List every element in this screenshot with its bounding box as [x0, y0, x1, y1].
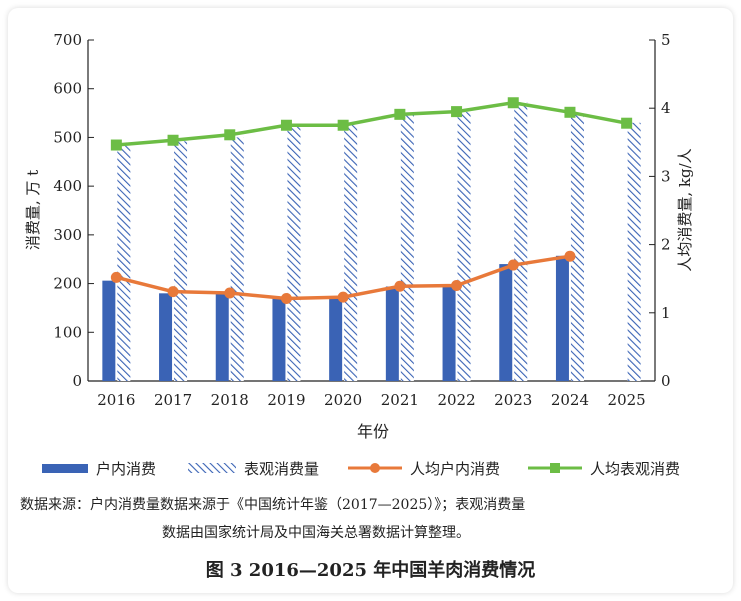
apparent-consumption-bar [174, 141, 188, 381]
x-tick-label: 2024 [551, 391, 589, 409]
y-left-tick-label: 200 [53, 275, 82, 293]
legend-label: 表观消费量 [244, 459, 320, 478]
per-capita-household-point [451, 280, 463, 292]
per-capita-apparent-point [337, 119, 349, 131]
legend: 户内消费 表观消费量 人均户内消费 人均表观消费 [42, 455, 722, 481]
x-tick-label: 2017 [154, 391, 192, 409]
household-consumption-bar [272, 298, 286, 381]
per-capita-apparent-point [394, 108, 406, 120]
per-capita-apparent-point [621, 117, 633, 129]
y-axis-right-title: 人均消费量, kg/人 [676, 148, 694, 271]
per-capita-apparent-point [564, 106, 576, 118]
per-capita-apparent-point [224, 129, 236, 141]
per-capita-apparent-point [280, 119, 292, 131]
per-capita-household-point [337, 291, 349, 303]
apparent-consumption-bar [344, 124, 358, 382]
legend-item-per-capita-apparent: 人均表观消费 [528, 455, 680, 481]
legend-label: 户内消费 [96, 459, 157, 478]
y-right-tick-label: 0 [661, 372, 671, 390]
source-note-line-2: 数据由国家统计局及中国海关总署数据计算整理。 [162, 525, 470, 541]
lines [110, 97, 633, 304]
household-consumption-bar [385, 286, 399, 381]
legend-swatch-hatched-bar [188, 463, 236, 473]
apparent-consumption-bar [287, 125, 301, 381]
x-tick-label: 2021 [381, 391, 419, 409]
figure-title: 图 3 2016—2025 年中国羊肉消费情况 [205, 560, 536, 581]
per-capita-household-point [564, 250, 576, 262]
apparent-consumption-bar [230, 137, 244, 381]
y-left-tick-label: 400 [53, 177, 82, 195]
source-note-line-1: 数据来源：户内消费量数据来源于《中国统计年鉴（2017—2025）》；表观消费量 [20, 497, 526, 513]
per-capita-apparent-point [110, 139, 122, 151]
per-capita-household-point [280, 292, 292, 304]
per-capita-apparent-point [507, 97, 519, 109]
per-capita-household-point [224, 287, 236, 299]
y-left-tick-label: 700 [53, 31, 82, 49]
y-right-tick-label: 2 [661, 236, 671, 254]
x-tick-label: 2025 [608, 391, 646, 409]
x-tick-label: 2020 [324, 391, 362, 409]
x-tick-label: 2023 [494, 391, 532, 409]
apparent-consumption-bar [117, 144, 131, 381]
y-right-tick-label: 1 [661, 304, 671, 322]
household-consumption-bar [442, 285, 456, 381]
per-capita-household-point [394, 280, 406, 292]
apparent-consumption-bar [570, 113, 584, 382]
y-left-tick-label: 100 [53, 323, 82, 341]
y-right-tick-label: 3 [661, 167, 671, 185]
per-capita-household-point [167, 286, 179, 298]
legend-item-apparent: 表观消费量 [188, 455, 319, 481]
x-tick-label: 2019 [267, 391, 305, 409]
x-tick-label: 2016 [97, 391, 135, 409]
apparent-consumption-bar [627, 122, 641, 382]
y-left-tick-label: 500 [53, 128, 82, 146]
household-consumption-bar [329, 298, 343, 381]
apparent-consumption-bar [457, 112, 471, 382]
household-consumption-bar [499, 264, 513, 381]
chart-area: 0 100 200 300 400 500 600 700 0 1 2 3 4 5 2016 2017 2018… [24, 31, 694, 441]
legend-swatch-solid-bar [42, 463, 88, 473]
household-consumption-bar [102, 280, 116, 381]
apparent-consumption-bar [400, 114, 414, 381]
bars [102, 102, 641, 382]
per-capita-household-point [110, 271, 122, 283]
y-left-tick-label: 0 [72, 372, 82, 390]
per-capita-apparent-line [116, 100, 627, 147]
x-axis-title: 年份 [357, 422, 389, 441]
household-consumption-bar [215, 291, 229, 381]
x-tick-label: 2022 [437, 391, 475, 409]
legend-swatch-green-line [528, 463, 582, 473]
y-right-tick-label: 5 [661, 31, 671, 49]
legend-item-household: 户内消费 [42, 455, 156, 481]
legend-swatch-orange-line [348, 463, 402, 473]
per-capita-household-point [507, 259, 519, 271]
per-capita-apparent-point [451, 106, 463, 118]
x-tick-label: 2018 [211, 391, 249, 409]
y-left-tick-label: 600 [53, 80, 82, 98]
legend-label: 人均户内消费 [410, 459, 501, 478]
legend-item-per-capita-household: 人均户内消费 [348, 455, 500, 481]
legend-label: 人均表观消费 [590, 459, 681, 478]
y-right-tick-label: 4 [661, 99, 671, 117]
household-consumption-bar [555, 255, 569, 381]
household-consumption-bar [159, 293, 173, 381]
y-axis-left-title: 消费量, 万 t [24, 170, 42, 250]
per-capita-apparent-point [167, 134, 179, 146]
apparent-consumption-bar [514, 102, 528, 382]
y-left-tick-label: 300 [53, 226, 82, 244]
